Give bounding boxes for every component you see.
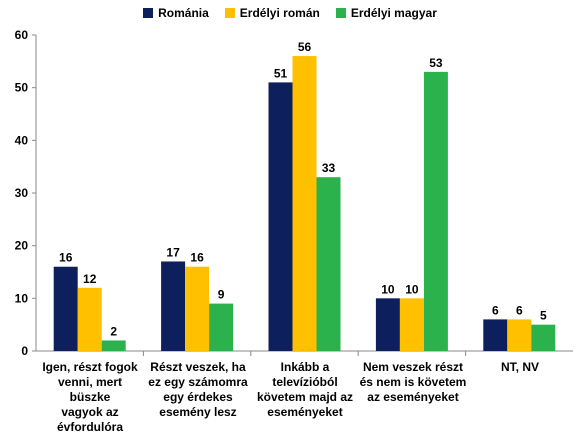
legend-swatch-erdelyi-magyar	[335, 8, 346, 18]
bar	[423, 71, 448, 351]
legend-swatch-erdelyi-roman	[224, 8, 235, 18]
data-label: 33	[322, 161, 336, 175]
bar	[316, 177, 341, 351]
legend-item-erdelyi-roman: Erdélyi román	[224, 6, 320, 20]
y-tick-label: 40	[15, 133, 29, 147]
y-tick-label: 20	[15, 239, 29, 253]
y-tick-label: 10	[15, 291, 29, 305]
category-label-2: Részt veszek, ha ez egy számomra egy érd…	[148, 360, 248, 419]
bar	[531, 324, 556, 351]
bar	[483, 319, 508, 351]
bar	[268, 82, 293, 352]
data-label: 2	[110, 324, 117, 338]
bar	[292, 56, 317, 352]
category-label-4: Nem veszek részt és nem is követem az es…	[359, 360, 467, 404]
y-tick-label: 50	[15, 81, 29, 95]
bar	[77, 287, 102, 351]
bar	[399, 298, 424, 351]
bar	[375, 298, 400, 351]
data-label: 56	[298, 40, 312, 54]
bar	[507, 319, 532, 351]
data-label: 17	[166, 245, 180, 259]
category-label-5: NT, NV	[500, 360, 539, 374]
legend: Románia Erdélyi román Erdélyi magyar	[0, 6, 580, 20]
data-label: 6	[516, 303, 523, 317]
data-label: 6	[492, 303, 499, 317]
bar	[53, 266, 78, 351]
legend-label-romania: Románia	[158, 6, 209, 20]
data-label: 16	[190, 251, 204, 265]
data-label: 12	[83, 272, 97, 286]
y-tick-label: 60	[15, 28, 29, 42]
y-tick-label: 30	[15, 186, 29, 200]
bar	[209, 303, 234, 351]
data-label: 16	[59, 251, 73, 265]
legend-label-erdelyi-roman: Erdélyi román	[239, 6, 320, 20]
legend-item-romania: Románia	[143, 6, 209, 20]
y-tick-label: 0	[21, 344, 28, 358]
bar	[185, 266, 210, 351]
data-label: 10	[405, 282, 419, 296]
category-label-1: Igen, részt fogok venni, mert büszke vag…	[42, 360, 138, 434]
data-label: 53	[429, 56, 443, 70]
data-label: 51	[274, 66, 288, 80]
data-label: 9	[218, 288, 225, 302]
legend-item-erdelyi-magyar: Erdélyi magyar	[335, 6, 437, 20]
legend-swatch-romania	[143, 8, 154, 18]
bar	[161, 261, 186, 351]
category-label-3: Inkább a televízióból követem majd az es…	[256, 360, 354, 419]
data-label: 5	[540, 309, 547, 323]
legend-label-erdelyi-magyar: Erdélyi magyar	[350, 6, 437, 20]
data-label: 10	[381, 282, 395, 296]
bar	[101, 340, 126, 351]
